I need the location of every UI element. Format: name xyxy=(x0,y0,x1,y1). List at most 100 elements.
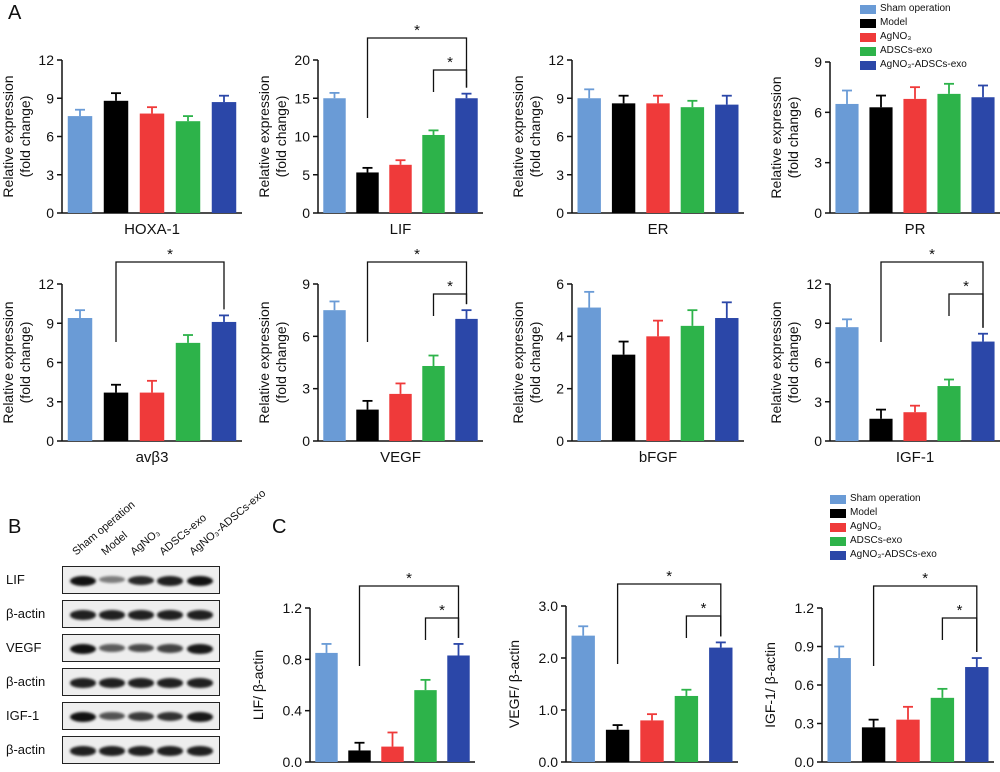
significance-star: * xyxy=(929,246,935,263)
y-tick-label: 3 xyxy=(46,167,54,183)
y-axis-label-line: Relative expression xyxy=(256,301,272,423)
blot-band xyxy=(157,746,183,756)
blot-strip xyxy=(62,634,220,662)
bar xyxy=(323,98,346,213)
y-tick-label: 0.0 xyxy=(283,754,303,770)
bar xyxy=(389,164,412,213)
legend-label: AgNO₃ xyxy=(880,31,912,42)
legend-label: Sham operation xyxy=(850,493,921,504)
significance-star: * xyxy=(666,568,672,585)
bar xyxy=(646,336,670,441)
blot-row-label: β-actin xyxy=(6,674,46,689)
bar xyxy=(930,697,955,762)
significance-bracket xyxy=(872,585,978,666)
bar xyxy=(937,93,961,213)
legend-item: AgNO₃-ADSCs-exo xyxy=(830,548,937,562)
legend-top: Sham operation Model AgNO₃ ADSCs-exo AgNO₃-A… xyxy=(860,2,967,72)
significance-bracket xyxy=(948,293,984,328)
blot-strip xyxy=(62,668,220,696)
y-axis-label-line: Relative expression xyxy=(510,75,526,197)
bar xyxy=(455,98,478,213)
x-axis-label: VEGF xyxy=(380,449,421,466)
significance-bracket xyxy=(432,293,468,316)
bar xyxy=(605,729,630,762)
blot-strip xyxy=(62,702,220,730)
bar xyxy=(861,727,886,762)
y-tick-label: 0 xyxy=(814,433,822,449)
bar xyxy=(896,719,920,762)
blot-band xyxy=(99,746,125,756)
legend-label: ADSCs-exo xyxy=(880,45,933,56)
y-tick-label: 9 xyxy=(46,315,54,331)
y-tick-label: 6 xyxy=(814,355,822,371)
y-tick-label: 6 xyxy=(556,276,564,292)
bar xyxy=(103,392,129,441)
y-axis-label-line: VEGF/ β-actin xyxy=(506,640,522,728)
chart-2: 0 5 10 15 20 Relative expression(fold change)… xyxy=(256,22,483,238)
significance-bracket xyxy=(432,69,468,92)
chart-4: 0 3 6 9 Relative expression(fold change) PR xyxy=(768,54,1000,238)
y-tick-label: 12 xyxy=(548,52,564,68)
y-axis-label: IGF-1/ β-actin xyxy=(762,642,778,728)
legend-swatch xyxy=(860,32,876,42)
bar xyxy=(903,412,927,441)
legend-swatch xyxy=(860,4,876,14)
bar xyxy=(211,321,237,441)
significance-bracket xyxy=(685,615,722,638)
significance-bracket xyxy=(880,261,984,342)
y-tick-label: 10 xyxy=(294,129,310,145)
y-axis-label-line: (fold change) xyxy=(527,96,543,178)
y-axis-label: Relative expression(fold change) xyxy=(0,75,33,197)
x-axis-label: IGF-1 xyxy=(896,449,934,466)
y-tick-label: 4 xyxy=(556,328,564,344)
bar xyxy=(323,310,346,441)
blot-band xyxy=(157,644,183,653)
blot-row-label: IGF-1 xyxy=(6,708,40,723)
y-axis-label: Relative expression(fold change) xyxy=(0,301,33,423)
blot-band xyxy=(99,610,125,620)
bar xyxy=(577,307,601,441)
blot-band xyxy=(70,610,96,620)
y-axis-label-line: Relative expression xyxy=(510,301,526,423)
significance-bracket xyxy=(424,617,460,640)
x-axis-label: ER xyxy=(648,221,669,238)
bar xyxy=(422,365,445,441)
y-axis-label-line: LIF/ β-actin xyxy=(250,650,266,720)
y-tick-label: 0 xyxy=(302,205,310,221)
bar xyxy=(455,318,478,441)
legend-label: AgNO₃ xyxy=(850,521,882,532)
significance-star: * xyxy=(447,278,453,295)
bar xyxy=(640,720,664,762)
bar xyxy=(680,325,705,441)
blot-band xyxy=(70,576,96,586)
y-tick-label: 2.0 xyxy=(539,650,559,666)
chart-5: 0 3 6 9 12 Relative expression(fold change) av… xyxy=(0,246,242,466)
bar xyxy=(571,635,595,762)
blot-band xyxy=(187,610,213,620)
significance-star: * xyxy=(439,602,445,619)
legend-label: Model xyxy=(880,17,908,28)
y-axis-label: LIF/ β-actin xyxy=(250,650,266,720)
significance-star: * xyxy=(922,570,928,587)
blot-band xyxy=(99,576,125,583)
y-tick-label: 12 xyxy=(38,276,54,292)
y-axis-label: Relative expression(fold change) xyxy=(768,301,801,423)
legend-item: AgNO₃-ADSCs-exo xyxy=(860,58,967,72)
legend-item: ADSCs-exo xyxy=(830,534,937,548)
significance-star: * xyxy=(414,22,420,39)
bar xyxy=(611,354,636,441)
y-axis-label: VEGF/ β-actin xyxy=(506,640,522,728)
legend-label: Model xyxy=(850,507,878,518)
y-axis-label-line: Relative expression xyxy=(0,301,16,423)
legend-item: Sham operation xyxy=(860,2,967,16)
y-axis-label: Relative expression(fold change) xyxy=(768,76,801,198)
bar xyxy=(937,386,961,441)
panel-letter-a: A xyxy=(8,2,22,24)
y-axis-label: Relative expression(fold change) xyxy=(510,75,543,197)
y-axis-label: Relative expression(fold change) xyxy=(256,75,289,197)
y-tick-label: 0.0 xyxy=(539,754,559,770)
significance-star: * xyxy=(414,246,420,263)
bar xyxy=(646,103,670,213)
blot-band xyxy=(70,712,96,722)
